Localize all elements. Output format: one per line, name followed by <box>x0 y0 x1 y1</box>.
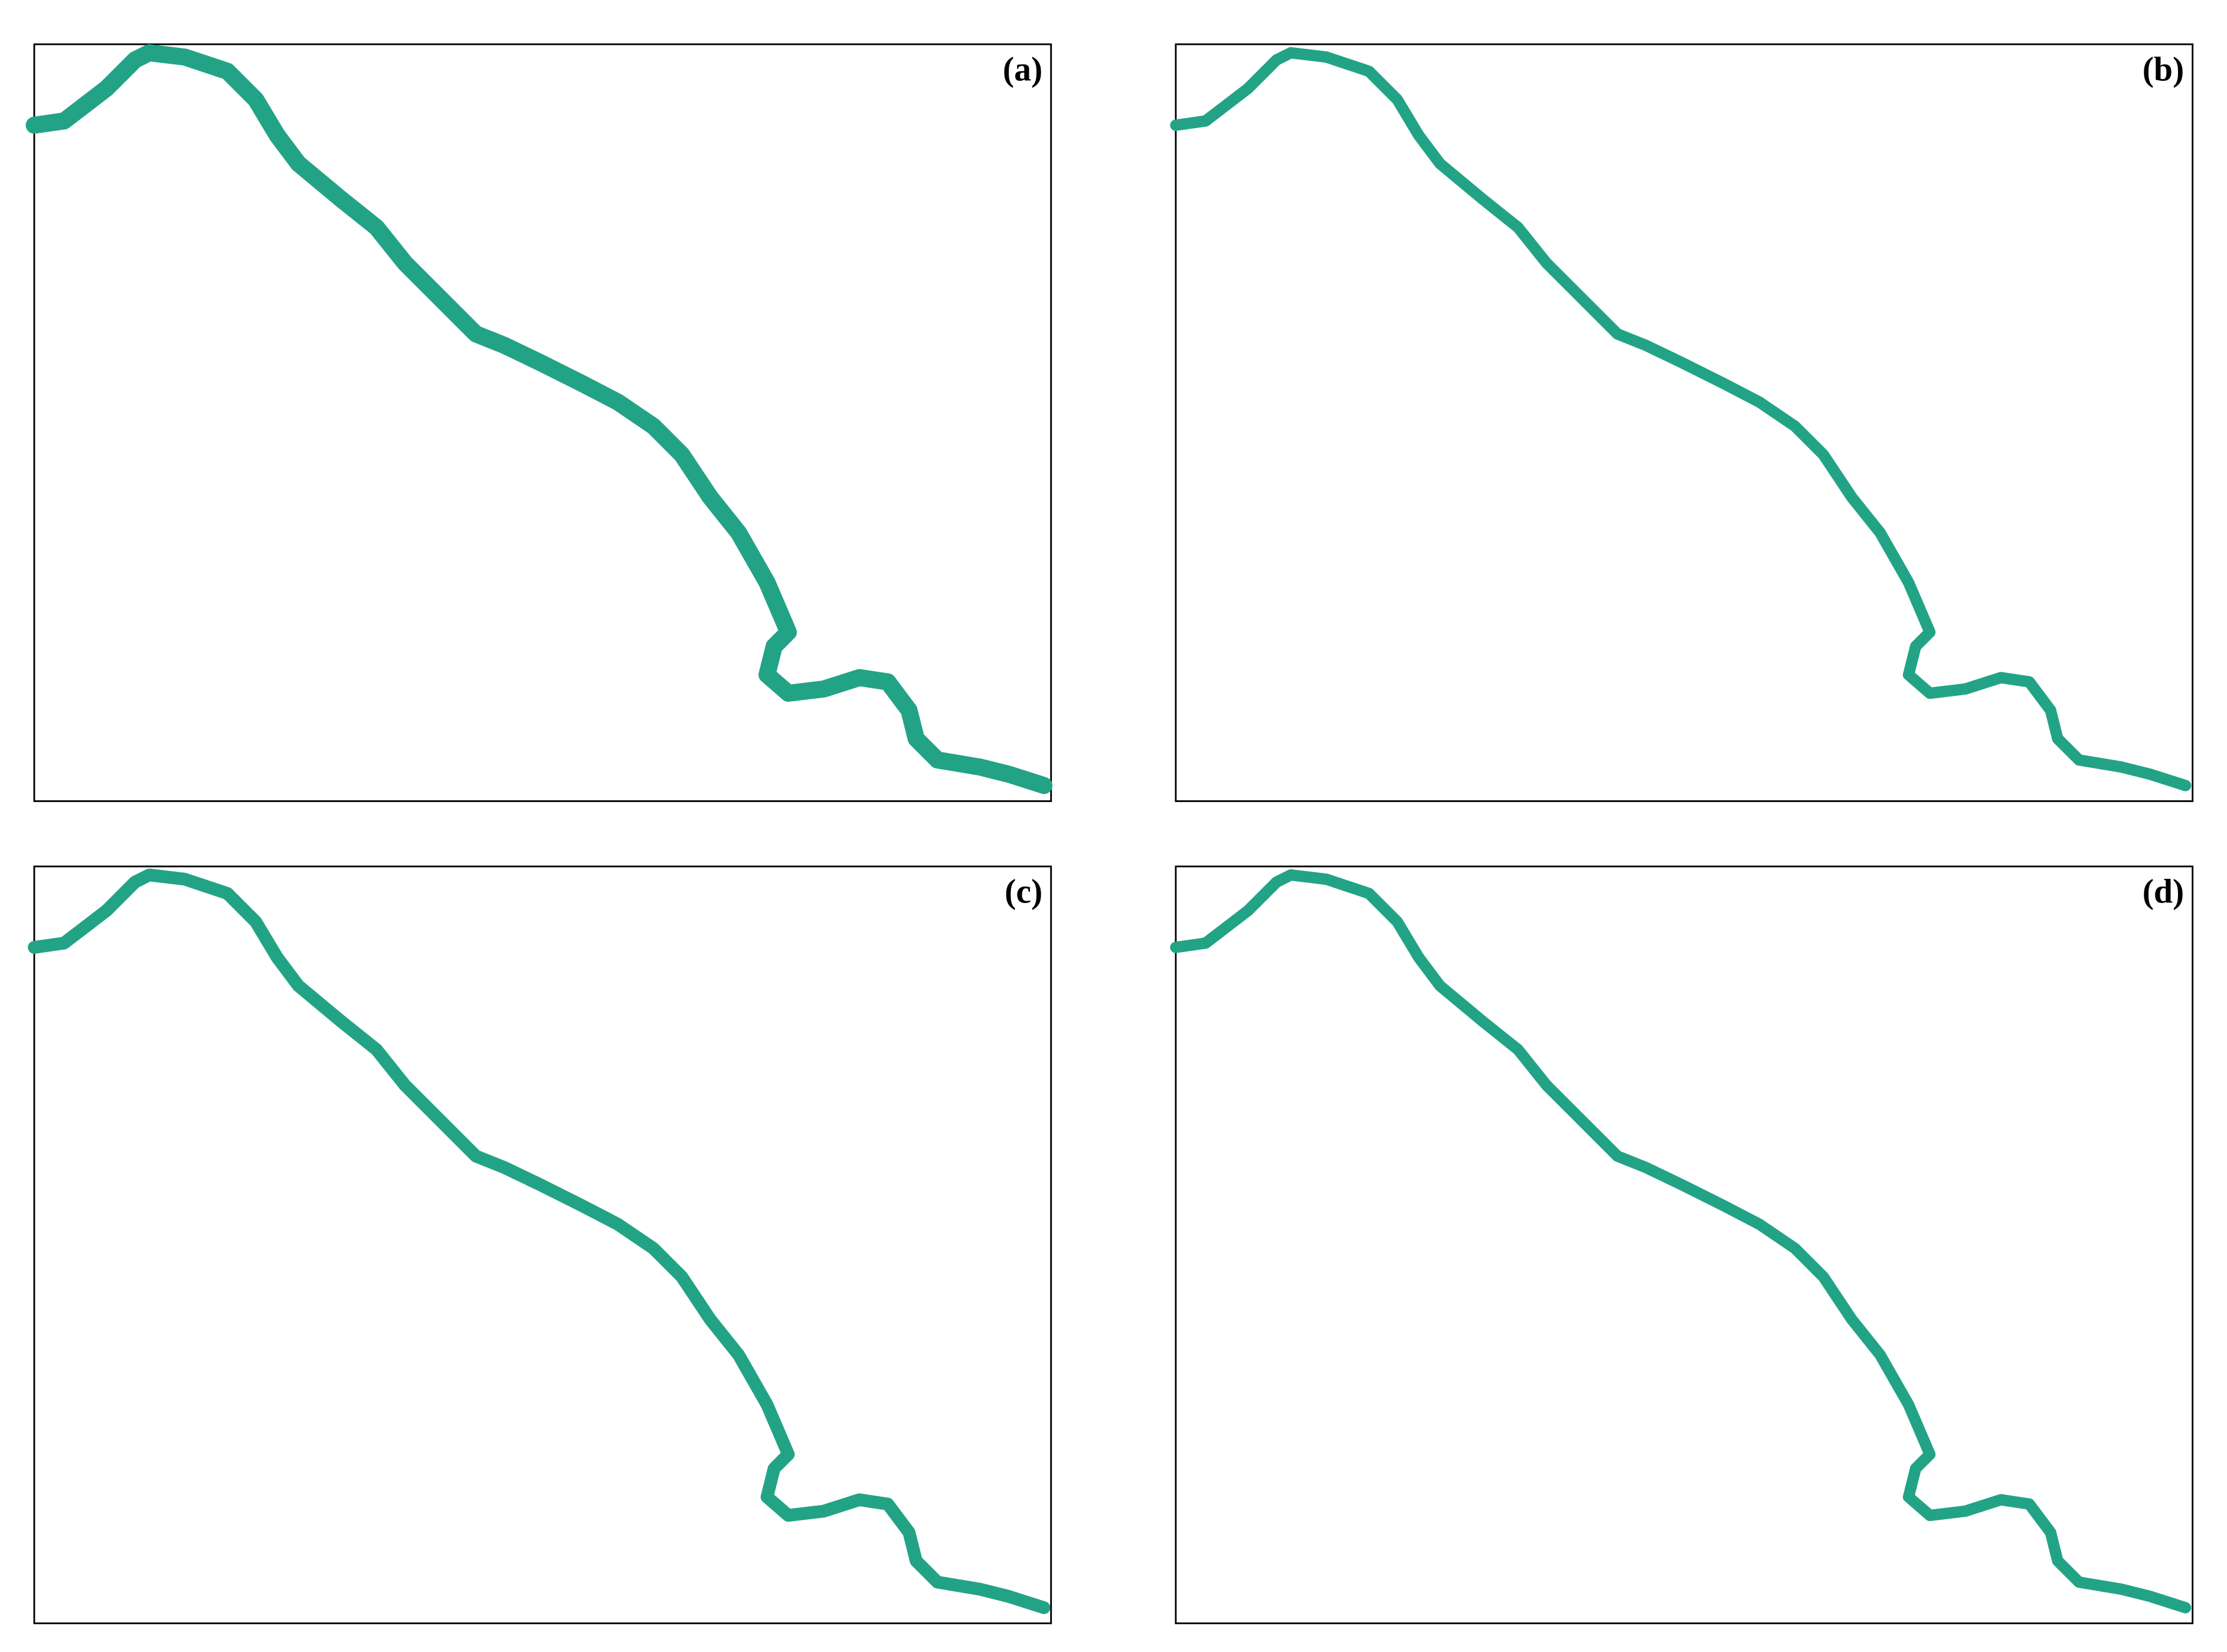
panel-label: (d) <box>2143 873 2185 910</box>
panel-label: (c) <box>1005 873 1042 910</box>
panel: (d) <box>1175 865 2194 1624</box>
panel-label: (b) <box>2143 51 2185 88</box>
panel-frame <box>1175 865 2194 1624</box>
panel-frame <box>1175 43 2194 802</box>
panel-label: (a) <box>1003 51 1042 88</box>
panel: (b) <box>1175 43 2194 802</box>
panel: (c) <box>34 865 1052 1624</box>
panel: (a) <box>34 43 1051 802</box>
